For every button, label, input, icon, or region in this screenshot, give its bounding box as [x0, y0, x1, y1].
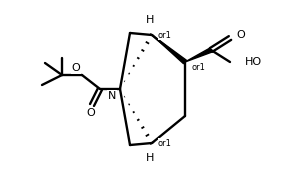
Text: N: N	[108, 91, 116, 101]
Text: O: O	[72, 63, 80, 73]
Text: H: H	[146, 153, 154, 163]
Text: or1: or1	[192, 64, 206, 72]
Text: HO: HO	[245, 57, 262, 67]
Polygon shape	[152, 35, 186, 64]
Text: H: H	[146, 15, 154, 25]
Text: or1: or1	[158, 30, 172, 40]
Text: or1: or1	[158, 138, 172, 148]
Polygon shape	[185, 48, 212, 62]
Text: O: O	[87, 108, 95, 118]
Text: O: O	[236, 30, 245, 40]
